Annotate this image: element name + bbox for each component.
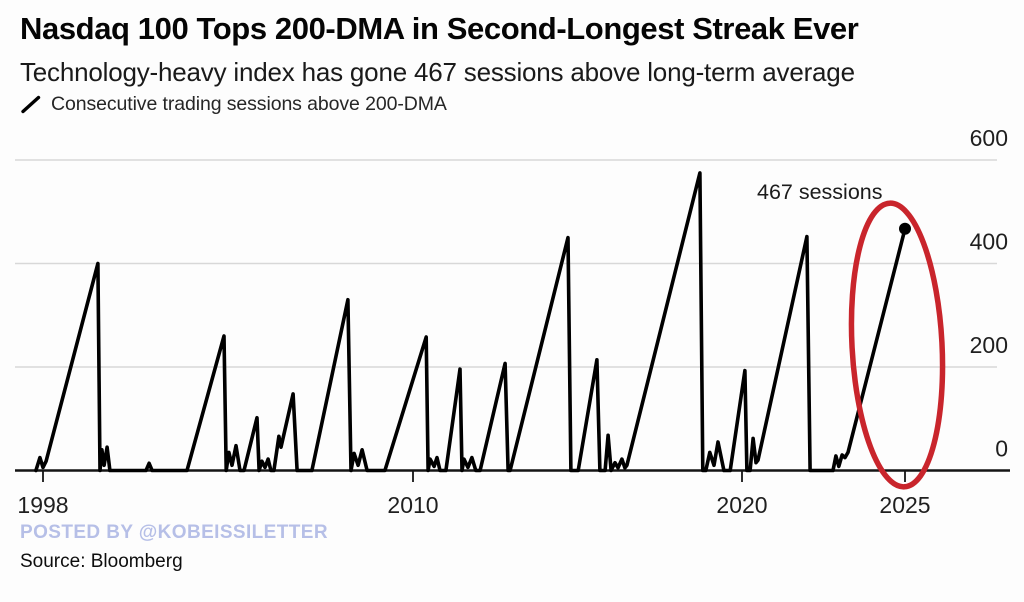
y-tick-label-0: 0 <box>995 436 1008 462</box>
y-tick-label-200: 200 <box>970 332 1008 358</box>
streak-line-series <box>34 171 907 473</box>
x-tick-label-2025: 2025 <box>879 492 930 518</box>
x-tick-label-2020: 2020 <box>716 492 767 518</box>
y-tick-label-600: 600 <box>970 125 1008 151</box>
source-label: Source: Bloomberg <box>20 551 183 572</box>
highlight-ellipse <box>848 200 946 490</box>
legend-line-icon <box>21 95 41 113</box>
x-tick-label-2010: 2010 <box>387 492 438 518</box>
posted-by-watermark: POSTED BY @KOBEISSILETTER <box>20 522 328 543</box>
annotation-467-sessions: 467 sessions <box>757 180 883 204</box>
current-streak-dot <box>899 222 911 235</box>
page-title: Nasdaq 100 Tops 200-DMA in Second-Longes… <box>20 11 859 46</box>
page-subtitle: Technology-heavy index has gone 467 sess… <box>20 57 855 87</box>
y-tick-label-400: 400 <box>970 229 1008 255</box>
x-tick-label-1998: 1998 <box>17 492 68 518</box>
legend-label: Consecutive trading sessions above 200-D… <box>51 93 447 115</box>
legend: Consecutive trading sessions above 200-D… <box>20 93 447 116</box>
